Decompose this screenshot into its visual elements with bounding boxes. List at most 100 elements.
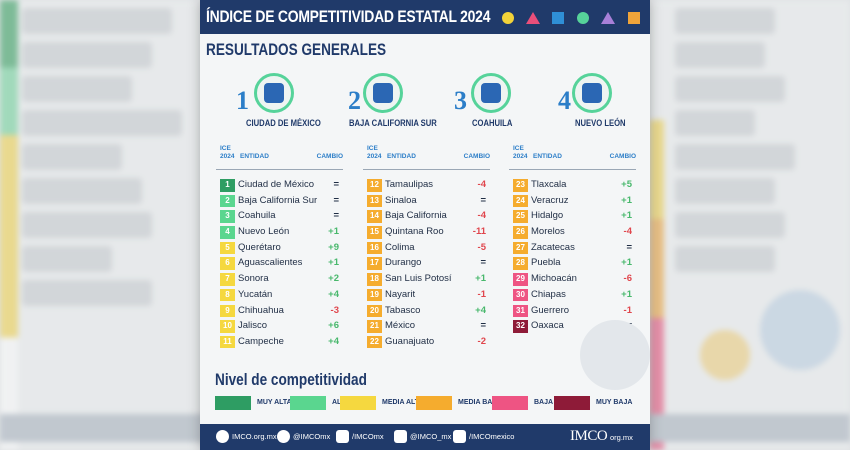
header-change: CAMBIO (316, 153, 343, 160)
rank-change: +1 (328, 226, 339, 238)
instagram-icon (394, 430, 407, 443)
table-row: 3 Coahuila = (216, 209, 343, 225)
header-bar: ÍNDICE DE COMPETITIVIDAD ESTATAL 2024 (200, 0, 650, 34)
rank-badge: 19 (367, 288, 382, 302)
top-entity-name: CIUDAD DE MÉXICO (246, 118, 321, 128)
top-rank: 2 (348, 86, 361, 115)
table-row: 26 Morelos -4 (509, 225, 636, 241)
top-entity-name: COAHUILA (472, 118, 513, 128)
entity-name: Morelos (531, 226, 565, 238)
twitter-icon (277, 430, 290, 443)
rank-change: +2 (328, 273, 339, 285)
top-rank: 1 (236, 86, 249, 115)
top-entity-2: 2 BAJA CALIFORNIA SUR (348, 72, 437, 132)
ranking-table-2: ICE 2024 ENTIDAD CAMBIO 12 Tamaulipas -4 13 Sina… (363, 144, 490, 351)
table-row: 30 Chiapas +1 (509, 288, 636, 304)
rank-change: +1 (621, 288, 632, 300)
rank-change: -4 (477, 179, 486, 190)
rank-badge: 28 (513, 257, 528, 270)
table-row: 22 Guanajuato -2 (363, 335, 490, 351)
entity-name: Veracruz (531, 194, 569, 206)
entity-name: Tabasco (385, 304, 421, 316)
table-row: 6 Aguascalientes +1 (216, 256, 343, 272)
rank-change: +1 (475, 273, 486, 285)
entity-name: Coahuila (238, 210, 276, 222)
header-change: CAMBIO (609, 153, 636, 160)
rank-badge: 4 (220, 226, 235, 239)
rank-change: -1 (477, 288, 486, 300)
table-header: ICE 2024 ENTIDAD CAMBIO (363, 144, 490, 170)
rank-badge: 15 (367, 226, 382, 239)
table-row: 21 México = (363, 319, 490, 335)
imco-url: org.mx (610, 433, 633, 442)
rank-change: -4 (477, 210, 486, 222)
footer-link-text: @IMCOmx (293, 432, 331, 441)
pink-triangle-icon (526, 12, 540, 24)
top-rank: 4 (558, 86, 571, 115)
header-ice: ICE 2024 (220, 145, 235, 160)
rank-badge: 21 (367, 320, 382, 333)
rank-badge: 8 (220, 288, 235, 302)
table-row: 24 Veracruz +1 (509, 194, 636, 210)
entity-name: Nayarit (385, 288, 416, 300)
state-seal-icon (471, 73, 511, 113)
table-row: 15 Quintana Roo -11 (363, 225, 490, 241)
top-entity-3: 3 COAHUILA (454, 72, 534, 132)
infographic-card: ÍNDICE DE COMPETITIVIDAD ESTATAL 2024 RE… (200, 0, 650, 450)
header-change: CAMBIO (463, 153, 490, 160)
ranking-table-3: ICE 2024 ENTIDAD CAMBIO 23 Tlaxcala +5 24 Veracr… (509, 144, 636, 335)
state-seal-icon (254, 73, 294, 113)
header-entity: ENTIDAD (387, 153, 416, 160)
table-row: 19 Nayarit -1 (363, 288, 490, 304)
imco-logo: IMCO (570, 428, 608, 444)
legend-label: MEDIA BAJA (458, 399, 502, 406)
blue-square-icon (552, 12, 564, 24)
table-header: ICE 2024 ENTIDAD CAMBIO (509, 144, 636, 170)
entity-name: Nuevo León (238, 226, 290, 238)
orange-square-icon (628, 12, 640, 24)
table-row: 11 Campeche +4 (216, 335, 343, 351)
entity-name: Baja California Sur (238, 194, 318, 206)
rank-change: +4 (328, 288, 339, 300)
rank-change: = (480, 320, 486, 332)
entity-name: Aguascalientes (238, 257, 303, 269)
table-row: 20 Tabasco +4 (363, 304, 490, 320)
rank-change: +9 (328, 241, 339, 253)
header-ice: ICE 2024 (367, 145, 382, 160)
rank-badge: 22 (367, 335, 382, 349)
legend-label: BAJA (534, 399, 554, 406)
entity-name: Guanajuato (385, 335, 435, 347)
rank-badge: 23 (513, 179, 528, 192)
rank-badge: 25 (513, 210, 528, 223)
table-row: 13 Sinaloa = (363, 194, 490, 210)
entity-name: Puebla (531, 257, 561, 269)
legend-swatch (492, 396, 528, 410)
legend-title: Nivel de competitividad (215, 370, 367, 389)
rank-badge: 2 (220, 194, 235, 208)
table-row: 23 Tlaxcala +5 (509, 178, 636, 194)
rank-badge: 11 (220, 335, 235, 349)
header-ice: ICE 2024 (513, 145, 528, 160)
legend-swatch (290, 396, 326, 410)
footer-link-text: /IMCOmx (352, 432, 384, 441)
green-circle-icon (577, 12, 589, 24)
footer-link-text: IMCO.org.mx (232, 432, 277, 441)
rank-badge: 32 (513, 320, 528, 333)
rank-badge: 31 (513, 304, 528, 317)
entity-name: Chihuahua (238, 304, 284, 316)
rank-badge: 18 (367, 273, 382, 286)
table-row: 28 Puebla +1 (509, 256, 636, 272)
header-entity: ENTIDAD (240, 153, 269, 160)
table-row: 10 Jalisco +6 (216, 319, 343, 335)
rank-change: +1 (621, 257, 632, 269)
rank-change: = (480, 194, 486, 206)
rank-change: -2 (477, 335, 486, 347)
rank-change: = (626, 241, 632, 253)
table-row: 29 Michoacán -6 (509, 272, 636, 288)
entity-name: Yucatán (238, 288, 273, 300)
rank-badge: 29 (513, 273, 528, 286)
purple-triangle-icon (601, 12, 615, 24)
rank-change: -4 (623, 226, 632, 238)
entity-name: Durango (385, 257, 422, 269)
rank-change: -1 (623, 304, 632, 316)
